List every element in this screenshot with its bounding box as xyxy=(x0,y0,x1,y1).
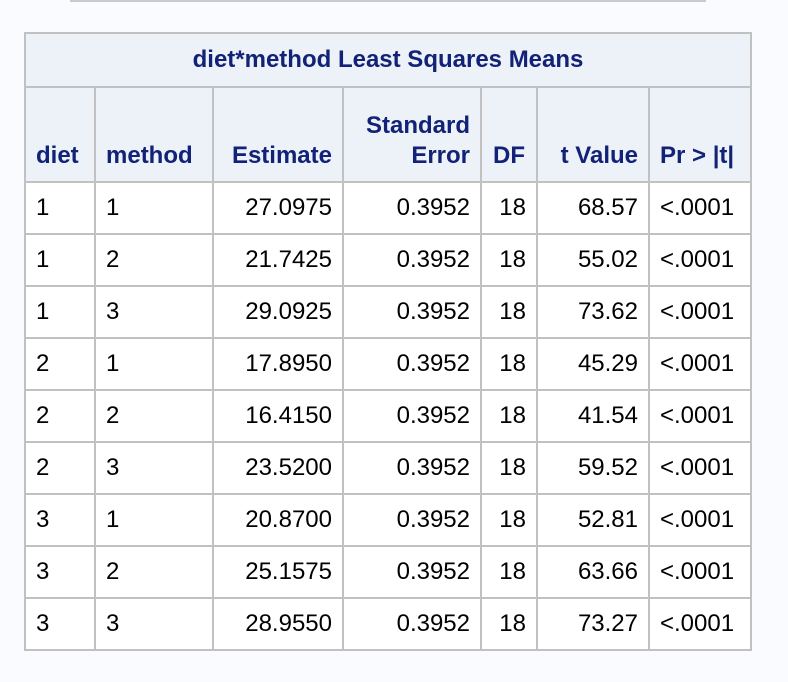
cell-diet: 1 xyxy=(24,285,96,339)
cell-p-value: <.0001 xyxy=(648,337,752,391)
cell-diet: 1 xyxy=(24,181,96,235)
table-row: 3 2 25.1575 0.3952 18 63.66 <.0001 xyxy=(24,545,752,599)
cell-method: 1 xyxy=(94,337,214,391)
cell-df: 18 xyxy=(480,441,538,495)
cell-standard-error: 0.3952 xyxy=(342,493,482,547)
table-row: 1 2 21.7425 0.3952 18 55.02 <.0001 xyxy=(24,233,752,287)
cell-df: 18 xyxy=(480,545,538,599)
column-header-label-line1: Standard xyxy=(365,112,470,139)
top-divider xyxy=(70,0,706,2)
cell-method: 2 xyxy=(94,545,214,599)
table-row: 2 2 16.4150 0.3952 18 41.54 <.0001 xyxy=(24,389,752,443)
cell-method: 3 xyxy=(94,441,214,495)
cell-df: 18 xyxy=(480,389,538,443)
cell-standard-error: 0.3952 xyxy=(342,389,482,443)
cell-diet: 3 xyxy=(24,545,96,599)
cell-t-value: 45.29 xyxy=(536,337,650,391)
cell-p-value: <.0001 xyxy=(648,493,752,547)
column-header-label: diet xyxy=(36,142,79,169)
cell-p-value: <.0001 xyxy=(648,545,752,599)
cell-method: 2 xyxy=(94,389,214,443)
cell-p-value: <.0001 xyxy=(648,181,752,235)
cell-standard-error: 0.3952 xyxy=(342,337,482,391)
cell-t-value: 52.81 xyxy=(536,493,650,547)
cell-df: 18 xyxy=(480,285,538,339)
cell-diet: 2 xyxy=(24,441,96,495)
column-header-method: method xyxy=(94,86,214,183)
cell-estimate: 17.8950 xyxy=(212,337,344,391)
least-squares-means-table: diet*method Least Squares Means diet met… xyxy=(24,32,752,651)
cell-t-value: 73.27 xyxy=(536,597,650,651)
cell-t-value: 41.54 xyxy=(536,389,650,443)
column-header-df: DF xyxy=(480,86,538,183)
column-header-t-value: t Value xyxy=(536,86,650,183)
cell-standard-error: 0.3952 xyxy=(342,545,482,599)
column-header-label: method xyxy=(106,142,193,169)
column-header-standard-error: Standard Error xyxy=(342,86,482,183)
cell-estimate: 29.0925 xyxy=(212,285,344,339)
cell-estimate: 20.8700 xyxy=(212,493,344,547)
cell-diet: 3 xyxy=(24,493,96,547)
cell-standard-error: 0.3952 xyxy=(342,285,482,339)
column-header-diet: diet xyxy=(24,86,96,183)
table-row: 2 3 23.5200 0.3952 18 59.52 <.0001 xyxy=(24,441,752,495)
column-header-label: Estimate xyxy=(231,142,332,169)
table-row: 3 1 20.8700 0.3952 18 52.81 <.0001 xyxy=(24,493,752,547)
cell-diet: 1 xyxy=(24,233,96,287)
cell-t-value: 55.02 xyxy=(536,233,650,287)
cell-method: 1 xyxy=(94,181,214,235)
cell-standard-error: 0.3952 xyxy=(342,233,482,287)
column-header-label: DF xyxy=(493,142,525,169)
cell-p-value: <.0001 xyxy=(648,597,752,651)
cell-method: 3 xyxy=(94,285,214,339)
cell-estimate: 23.5200 xyxy=(212,441,344,495)
table-row: 1 1 27.0975 0.3952 18 68.57 <.0001 xyxy=(24,181,752,235)
cell-estimate: 27.0975 xyxy=(212,181,344,235)
column-header-label: t Value xyxy=(560,142,638,169)
cell-df: 18 xyxy=(480,233,538,287)
cell-p-value: <.0001 xyxy=(648,233,752,287)
cell-df: 18 xyxy=(480,337,538,391)
cell-df: 18 xyxy=(480,493,538,547)
column-header-p-value: Pr > |t| xyxy=(648,86,752,183)
cell-diet: 2 xyxy=(24,337,96,391)
cell-diet: 3 xyxy=(24,597,96,651)
cell-estimate: 21.7425 xyxy=(212,233,344,287)
column-header-label-line2: Error xyxy=(411,142,470,169)
cell-p-value: <.0001 xyxy=(648,285,752,339)
cell-estimate: 28.9550 xyxy=(212,597,344,651)
cell-method: 1 xyxy=(94,493,214,547)
table-row: 1 3 29.0925 0.3952 18 73.62 <.0001 xyxy=(24,285,752,339)
cell-p-value: <.0001 xyxy=(648,389,752,443)
cell-t-value: 68.57 xyxy=(536,181,650,235)
column-header-row: diet method Estimate Standard Error DF t … xyxy=(24,86,752,183)
cell-p-value: <.0001 xyxy=(648,441,752,495)
cell-standard-error: 0.3952 xyxy=(342,181,482,235)
table-title: diet*method Least Squares Means xyxy=(24,32,752,88)
table-body: 1 1 27.0975 0.3952 18 68.57 <.0001 1 2 21.7425 0.3… xyxy=(24,181,752,651)
column-header-label: Pr > |t| xyxy=(660,142,735,169)
cell-method: 3 xyxy=(94,597,214,651)
cell-standard-error: 0.3952 xyxy=(342,441,482,495)
cell-diet: 2 xyxy=(24,389,96,443)
cell-t-value: 59.52 xyxy=(536,441,650,495)
cell-t-value: 73.62 xyxy=(536,285,650,339)
cell-estimate: 16.4150 xyxy=(212,389,344,443)
column-header-estimate: Estimate xyxy=(212,86,344,183)
table-row: 2 1 17.8950 0.3952 18 45.29 <.0001 xyxy=(24,337,752,391)
cell-t-value: 63.66 xyxy=(536,545,650,599)
cell-df: 18 xyxy=(480,181,538,235)
cell-estimate: 25.1575 xyxy=(212,545,344,599)
table-row: 3 3 28.9550 0.3952 18 73.27 <.0001 xyxy=(24,597,752,651)
cell-df: 18 xyxy=(480,597,538,651)
cell-method: 2 xyxy=(94,233,214,287)
cell-standard-error: 0.3952 xyxy=(342,597,482,651)
